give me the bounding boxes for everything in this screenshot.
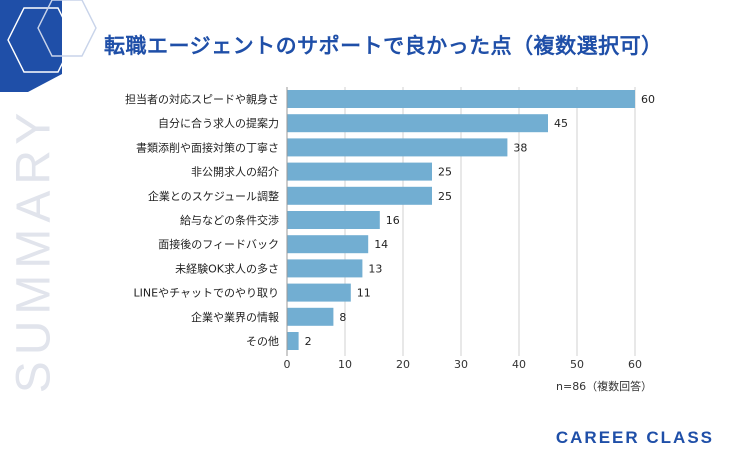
x-tick-label: 40 xyxy=(512,358,526,371)
data-label: 45 xyxy=(554,117,568,130)
data-label: 60 xyxy=(641,93,655,106)
x-tick-label: 30 xyxy=(454,358,468,371)
category-label: 非公開求人の紹介 xyxy=(191,166,279,179)
data-label: 13 xyxy=(368,262,382,275)
bar xyxy=(287,186,432,205)
category-label: 未経験OK求人の多さ xyxy=(175,261,279,275)
bar xyxy=(287,90,635,108)
brand-ribbon-shape xyxy=(0,0,62,92)
x-tick-label: 20 xyxy=(396,358,410,371)
category-label: 担当者の対応スピードや親身さ xyxy=(125,92,279,106)
x-tick-label: 10 xyxy=(338,358,352,371)
data-label: 25 xyxy=(438,166,452,179)
data-label: 2 xyxy=(305,335,312,348)
category-label: LINEやチャットでのやり取り xyxy=(134,287,279,300)
bar xyxy=(287,114,548,133)
category-label: 面接後のフィードバック xyxy=(158,237,279,251)
bar xyxy=(287,259,363,278)
data-label: 38 xyxy=(513,141,527,154)
data-label: 8 xyxy=(339,311,346,324)
bar xyxy=(287,283,351,302)
data-label: 14 xyxy=(374,238,388,251)
data-label: 11 xyxy=(357,287,371,300)
hexagon-outline-shape xyxy=(7,7,75,73)
bar xyxy=(287,307,334,326)
category-label: 企業とのスケジュール調整 xyxy=(148,189,279,203)
category-label: 企業や業界の情報 xyxy=(191,310,279,324)
category-label: 給与などの条件交渉 xyxy=(180,213,279,227)
category-label: 書類添削や面接対策の丁寧さ xyxy=(136,140,279,154)
category-label: 自分に合う求人の提案力 xyxy=(158,116,279,130)
x-tick-label: 50 xyxy=(570,358,584,371)
bar xyxy=(287,211,380,229)
hexagon-outline-shape xyxy=(37,0,97,57)
bar xyxy=(287,138,508,157)
x-tick-label: 0 xyxy=(284,358,291,371)
bar xyxy=(287,235,369,254)
brand-logo-text: CAREER CLASS xyxy=(555,428,714,447)
data-label: 16 xyxy=(386,214,400,227)
bar xyxy=(287,162,432,181)
sample-size-note: n=86（複数回答） xyxy=(556,380,653,393)
data-label: 25 xyxy=(438,190,452,203)
x-tick-label: 60 xyxy=(628,358,642,371)
category-label: その他 xyxy=(246,335,279,348)
chart-title: 転職エージェントのサポートで良かった点（複数選択可） xyxy=(104,34,663,58)
bar xyxy=(287,332,299,350)
